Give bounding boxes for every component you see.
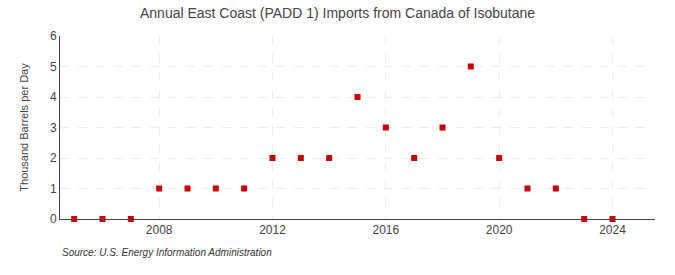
svg-text:Annual East Coast (PADD 1) Imp: Annual East Coast (PADD 1) Imports from …: [140, 5, 535, 21]
svg-text:3: 3: [50, 121, 57, 135]
svg-text:6: 6: [50, 29, 57, 43]
svg-text:5: 5: [50, 60, 57, 74]
svg-text:2020: 2020: [486, 223, 513, 237]
svg-text:2008: 2008: [146, 223, 173, 237]
svg-text:2016: 2016: [372, 223, 399, 237]
svg-text:2: 2: [50, 151, 57, 165]
svg-text:0: 0: [50, 212, 57, 226]
svg-text:2012: 2012: [259, 223, 286, 237]
svg-text:1: 1: [50, 182, 57, 196]
svg-text:4: 4: [50, 90, 57, 104]
svg-text:2024: 2024: [599, 223, 626, 237]
svg-text:Thousand Barrels per Day: Thousand Barrels per Day: [18, 63, 30, 192]
svg-text:Source: U.S. Energy Informatio: Source: U.S. Energy Information Administ…: [62, 247, 272, 258]
